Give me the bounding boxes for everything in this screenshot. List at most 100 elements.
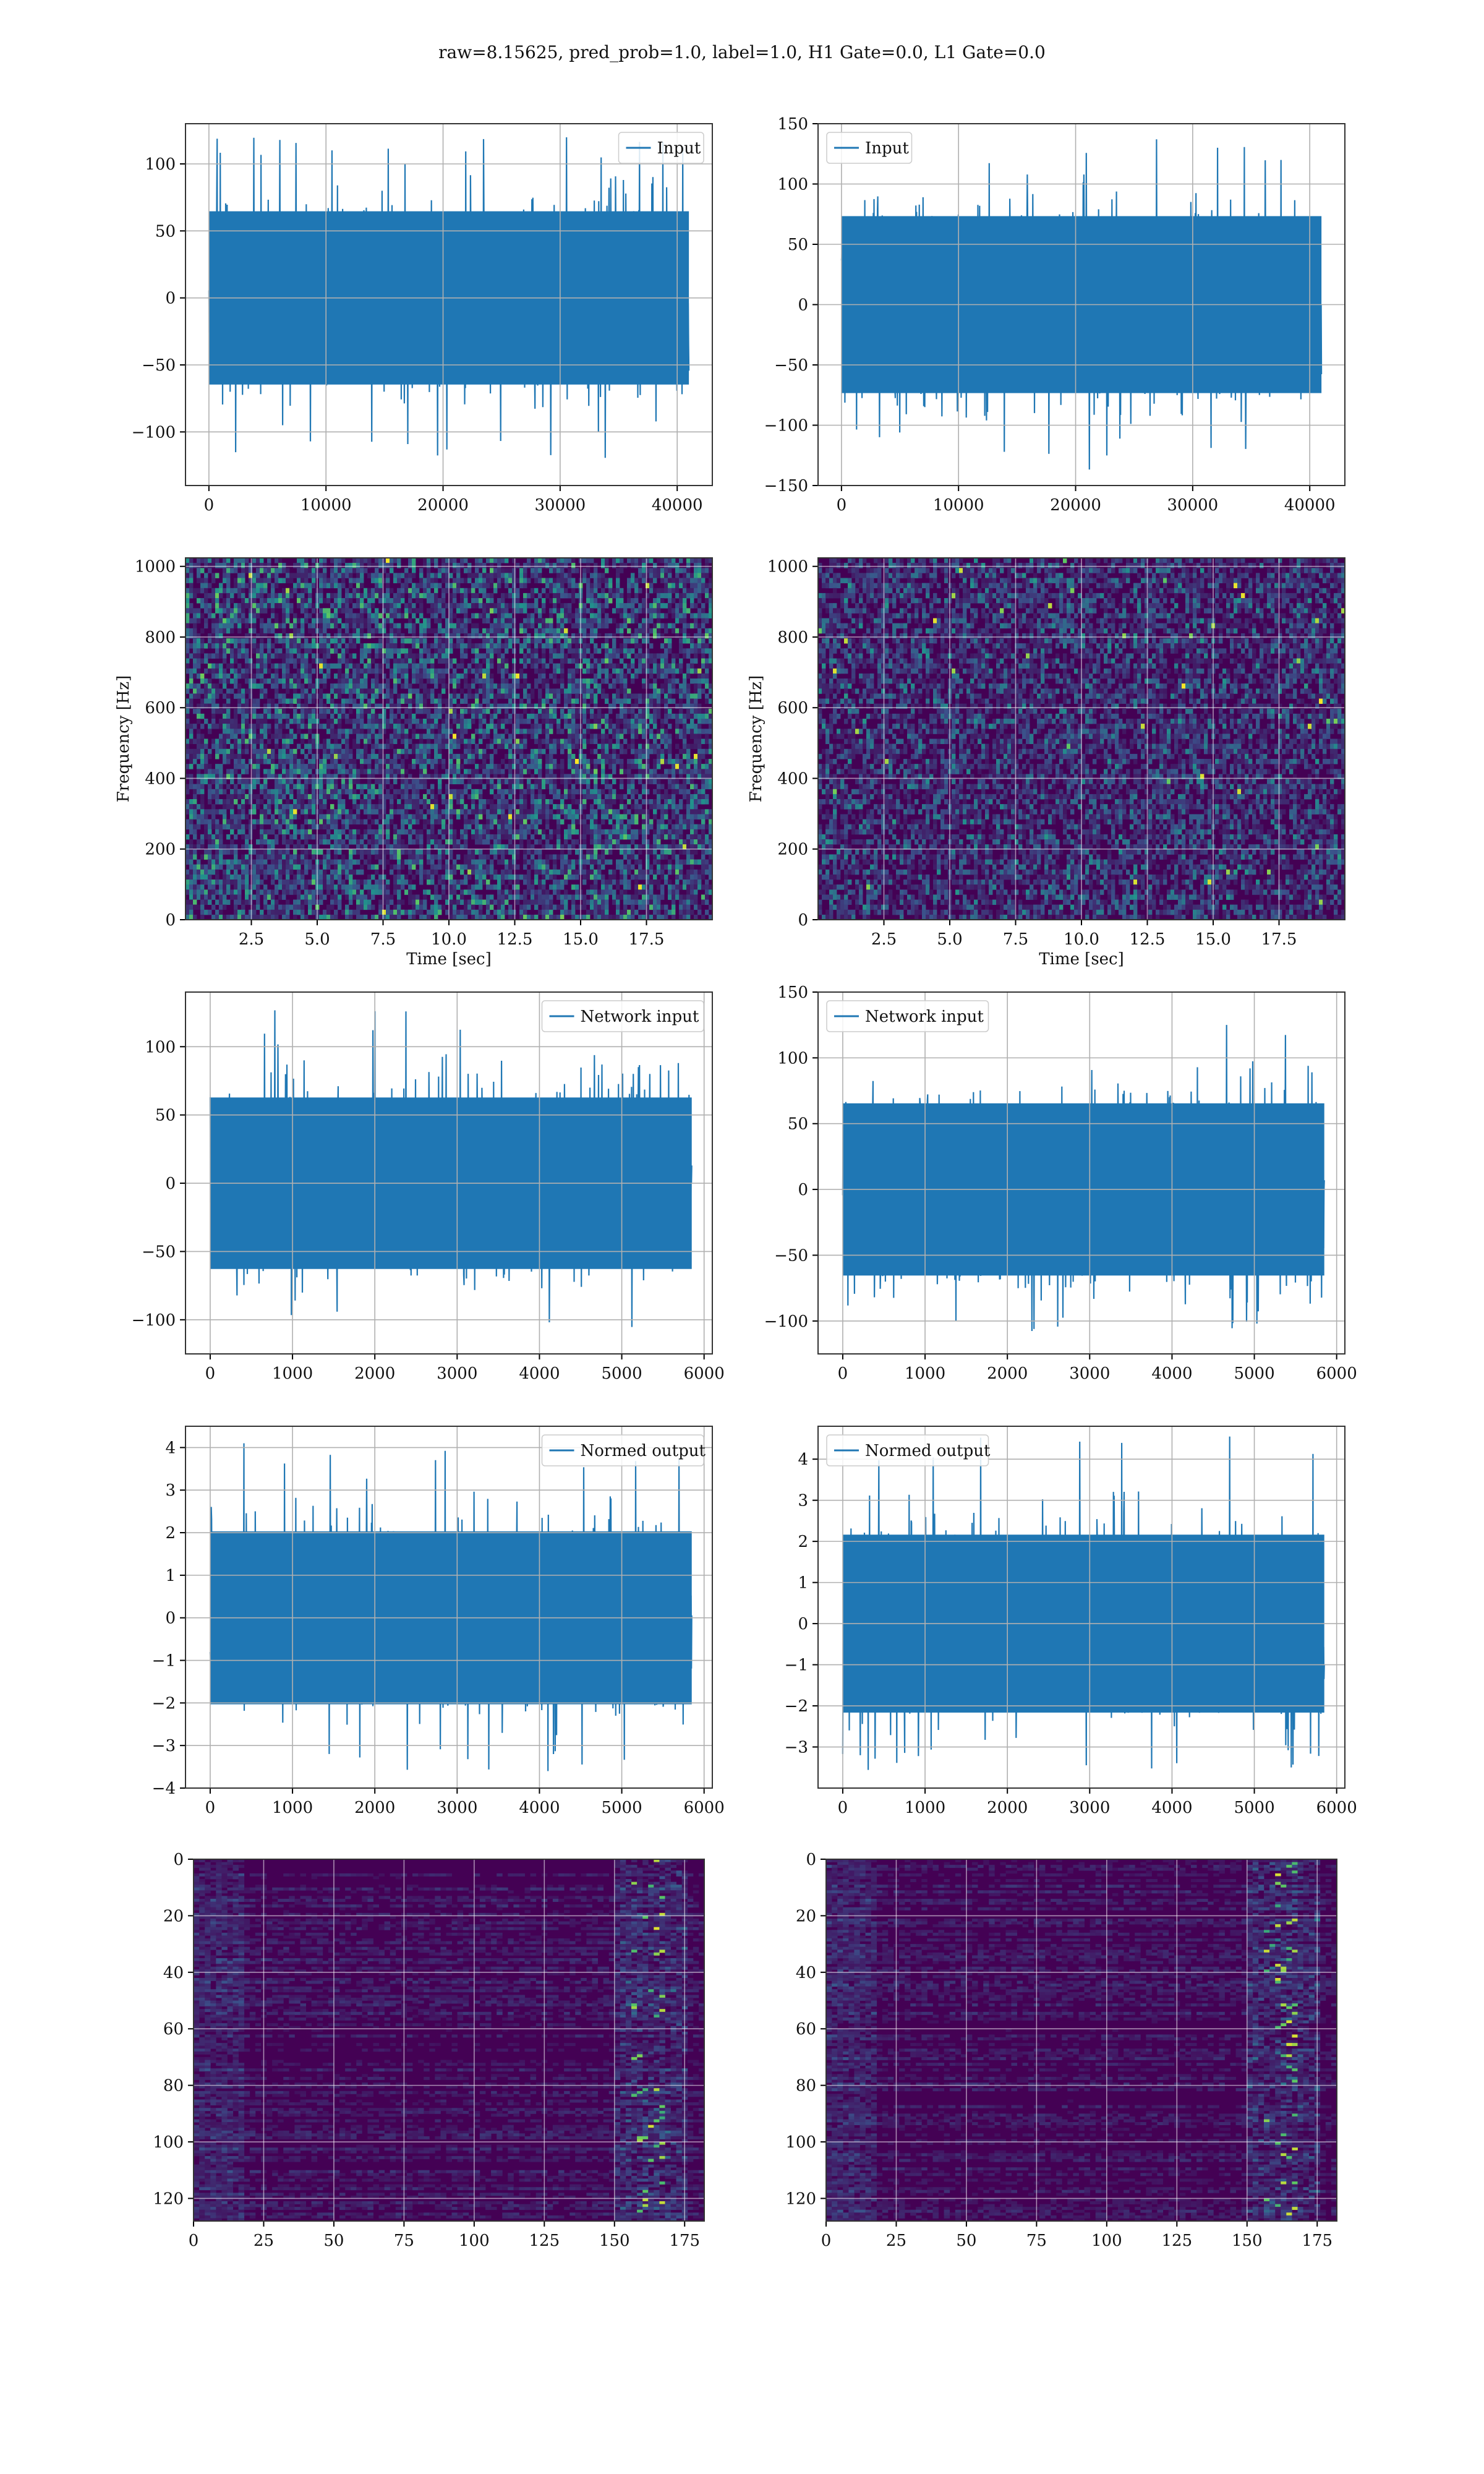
l1_normed_output-xtick-label: 5000 [1234,1799,1274,1817]
l1_normed_output-xtick-label: 6000 [1316,1799,1357,1817]
l1_input-ytick-label: −100 [764,417,808,435]
h1_normed_output-xtick-label: 1000 [272,1799,313,1817]
l1_network_input-axes: 0 1000 2000 3000 4000 5000 6000−100−5005010015… [764,983,1357,1383]
h1_input-xtick-label: 40000 [652,496,703,515]
l1_network_input-ytick-label: 100 [777,1049,808,1068]
l1_normed_output-xtick-label: 3000 [1069,1799,1110,1817]
h1_normed_output-legend-label: Normed output [581,1442,706,1460]
h1_network_input-legend-label: Network input [581,1008,699,1026]
l1_normed_output-xtick-label: 4000 [1151,1799,1192,1817]
l1_network_input-xtick-label: 5000 [1234,1364,1274,1383]
l1_feature_map-xtick-label: 0 [821,2232,832,2250]
l1_network_input-ytick-label: −100 [764,1312,808,1331]
l1_spectrogram-xtick-label: 17.5 [1261,930,1297,949]
l1_normed_output-ytick-label: −3 [785,1739,808,1757]
l1_feature_map-xtick-label: 50 [956,2232,976,2250]
l1_network_input-xtick-label: 0 [838,1364,848,1383]
l1_normed_output-ytick-label: 1 [798,1574,808,1593]
h1_spectrogram-xtick-label: 2.5 [239,930,264,949]
h1_spectrogram-axes: 2.5 5.0 7.5 10.0 12.5 15.0 17.5020040060080010… [114,558,712,969]
l1_input-ytick-label: 150 [777,115,808,134]
l1_input-xtick-label: 40000 [1284,496,1336,515]
l1_input-legend: Input [827,132,912,163]
h1_normed_output-xtick-label: 2000 [354,1799,395,1817]
h1_feature_map-xtick-label: 175 [669,2232,700,2250]
l1_network_input-ytick-label: −50 [774,1246,808,1265]
l1_network_input-legend: Network input [827,1001,989,1032]
l1_network_input-legend-label: Network input [865,1008,984,1026]
l1_normed_output-ytick-label: 3 [798,1492,808,1510]
h1_normed_output-ytick-label: 0 [165,1609,176,1628]
l1_network_input-xtick-label: 4000 [1151,1364,1192,1383]
h1_spectrogram-xtick-label: 17.5 [629,930,665,949]
h1_input-xtick-label: 10000 [301,496,352,515]
h1_normed_output-xtick-label: 3000 [437,1799,477,1817]
h1_spectrogram-ytick-label: 200 [145,841,176,859]
l1_normed_output-legend: Normed output [827,1435,991,1466]
h1_feature_map-xtick-label: 150 [599,2232,630,2250]
l1_spectrogram-xtick-label: 15.0 [1195,930,1231,949]
l1_input-ytick-label: 50 [788,236,808,254]
h1_input-legend: Input [619,132,704,163]
h1_feature_map-ytick-label: 100 [153,2133,184,2152]
l1_spectrogram-ytick-label: 1000 [767,558,808,576]
h1_input-ytick-label: −100 [132,423,176,442]
h1_spectrogram-xtick-label: 5.0 [304,930,330,949]
l1_normed_output-xtick-label: 0 [838,1799,848,1817]
l1_feature_map-xtick-label: 75 [1026,2232,1047,2250]
h1_normed_output-xtick-label: 5000 [601,1799,642,1817]
l1_input-ytick-label: −150 [764,477,808,495]
l1_normed_output-xtick-label: 2000 [987,1799,1028,1817]
h1_normed_output-ytick-label: 1 [165,1567,176,1585]
l1_input-ytick-label: 100 [777,176,808,194]
l1_network_input-xtick-label: 6000 [1316,1364,1357,1383]
h1_normed_output-xtick-label: 6000 [684,1799,725,1817]
h1_feature_map-ytick-label: 20 [163,1907,184,1925]
h1_feature_map-xtick-label: 75 [394,2232,414,2250]
l1_feature_map-ytick-label: 60 [796,2020,816,2039]
h1_network_input-ytick-label: 100 [145,1038,176,1056]
h1_input-ytick-label: −50 [142,356,176,375]
l1_network_input-ytick-label: 150 [777,983,808,1002]
h1_normed_output-ytick-label: 3 [165,1481,176,1500]
l1_network_input-xtick-label: 1000 [905,1364,945,1383]
h1_network_input-xtick-label: 3000 [437,1364,477,1383]
l1_input-xtick-label: 30000 [1167,496,1219,515]
l1_normed_output-ytick-label: 2 [798,1533,808,1551]
l1_feature_map-xtick-label: 25 [886,2232,906,2250]
h1_input-ytick-label: 100 [145,155,176,174]
l1_input-ytick-label: −50 [774,356,808,375]
l1_spectrogram-xtick-label: 2.5 [871,930,897,949]
h1_normed_output-ytick-label: 4 [165,1439,176,1457]
h1_network_input-ytick-label: −50 [142,1243,176,1261]
l1_feature_map-ytick-label: 20 [796,1907,816,1925]
l1_spectrogram-xlabel: Time [sec] [1039,950,1124,969]
l1_feature_map-xtick-label: 150 [1232,2232,1263,2250]
h1_network_input-ytick-label: −100 [132,1311,176,1330]
l1_spectrogram-xtick-label: 10.0 [1064,930,1099,949]
l1_normed_output-legend-label: Normed output [865,1442,991,1460]
h1_feature_map-ytick-label: 0 [173,1851,184,1869]
h1_feature_map-xtick-label: 25 [254,2232,274,2250]
l1_feature_map-ytick-label: 40 [796,1964,816,1982]
h1_network_input-axes: 0 1000 2000 3000 4000 5000 6000−100−50050100Ne… [132,992,725,1383]
h1_feature_map-xtick-label: 50 [323,2232,344,2250]
h1_spectrogram-ytick-label: 400 [145,769,176,788]
h1_input-legend-label: Input [657,139,701,158]
h1_spectrogram-xtick-label: 12.5 [497,930,533,949]
l1_feature_map-cells [826,1859,1337,2221]
h1_network_input-xtick-label: 5000 [601,1364,642,1383]
h1_spectrogram-xtick-label: 15.0 [563,930,599,949]
h1_feature_map-ytick-label: 40 [163,1964,184,1982]
h1_input-xtick-label: 0 [204,496,215,515]
h1_spectrogram-ytick-label: 1000 [135,558,176,576]
l1_normed_output-ytick-label: −2 [785,1697,808,1716]
l1_spectrogram-ytick-label: 0 [798,911,808,930]
h1_network_input-xtick-label: 1000 [272,1364,313,1383]
l1_spectrogram-ylabel: Frequency [Hz] [747,675,765,803]
l1_normed_output-ytick-label: 0 [798,1615,808,1633]
h1_normed_output-ytick-label: 2 [165,1524,176,1543]
